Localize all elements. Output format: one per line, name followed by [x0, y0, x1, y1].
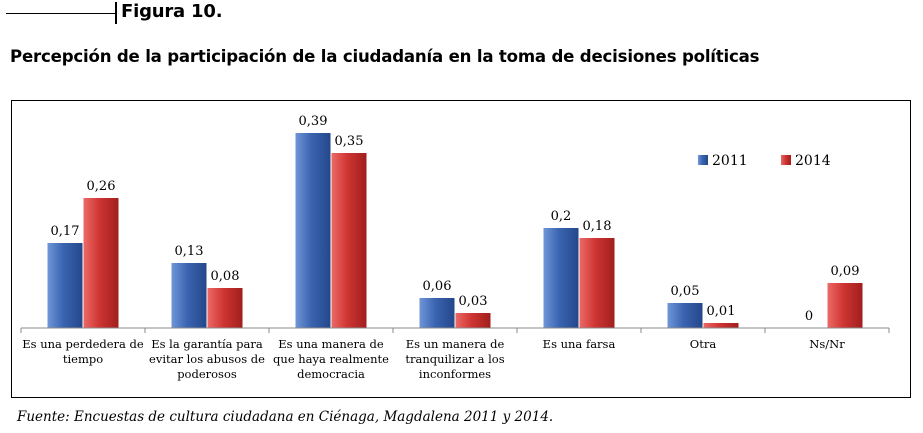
data-label-2011-5: 0,2	[551, 209, 572, 224]
chart-frame	[11, 100, 911, 398]
data-label-2014-6: 0,01	[707, 304, 736, 319]
category-label-1: Es una perdedera de tiempo	[22, 337, 144, 366]
bar-2014-4	[455, 313, 491, 328]
source-note: Fuente: Encuestas de cultura ciudadana e…	[17, 409, 554, 425]
data-label-2014-5: 0,18	[583, 219, 612, 234]
bar-2011-1	[47, 243, 83, 328]
bar-2014-3	[331, 153, 367, 328]
bar-2014-2	[207, 288, 243, 328]
chart-title: Percepción de la participación de la ciu…	[10, 47, 760, 66]
legend-swatch-2011	[698, 155, 708, 165]
bar-2011-6	[667, 303, 703, 328]
figure-rule	[6, 13, 115, 14]
figure-rule-tick	[115, 2, 117, 24]
data-label-2014-2: 0,08	[211, 269, 240, 284]
data-label-2011-2: 0,13	[175, 244, 204, 259]
bar-2014-6	[703, 323, 739, 328]
figure-label: Figura 10.	[121, 1, 223, 22]
data-label-2014-3: 0,35	[335, 134, 364, 149]
bar-2011-2	[171, 263, 207, 328]
category-label-4: Es un manera de tranquilizar a los inconfo…	[405, 337, 504, 381]
category-label-6: Otra	[690, 337, 717, 351]
bar-2014-5	[579, 238, 615, 328]
data-label-2014-7: 0,09	[831, 264, 860, 279]
legend-swatch-2014	[781, 155, 791, 165]
category-label-7: Ns/Nr	[809, 337, 845, 351]
data-label-2011-4: 0,06	[423, 279, 452, 294]
bar-2014-7	[827, 283, 863, 328]
bar-2014-1	[83, 198, 119, 328]
legend-label-2014: 2014	[795, 153, 831, 169]
bar-2011-3	[295, 133, 331, 328]
category-label-5: Es una farsa	[543, 337, 616, 351]
bar-2011-4	[419, 298, 455, 328]
legend-label-2011: 2011	[712, 153, 748, 169]
data-label-2011-3: 0,39	[299, 114, 328, 129]
bar-2011-5	[543, 228, 579, 328]
data-label-2014-1: 0,26	[87, 179, 116, 194]
category-label-3: Es una manera de que haya realmente democr…	[273, 337, 389, 381]
category-label-2: Es la garantía para evitar los abusos de p…	[149, 337, 265, 381]
data-label-2011-1: 0,17	[51, 224, 80, 239]
data-label-2011-7: 0	[805, 309, 813, 324]
data-label-2014-4: 0,03	[459, 294, 488, 309]
data-label-2011-6: 0,05	[671, 284, 700, 299]
